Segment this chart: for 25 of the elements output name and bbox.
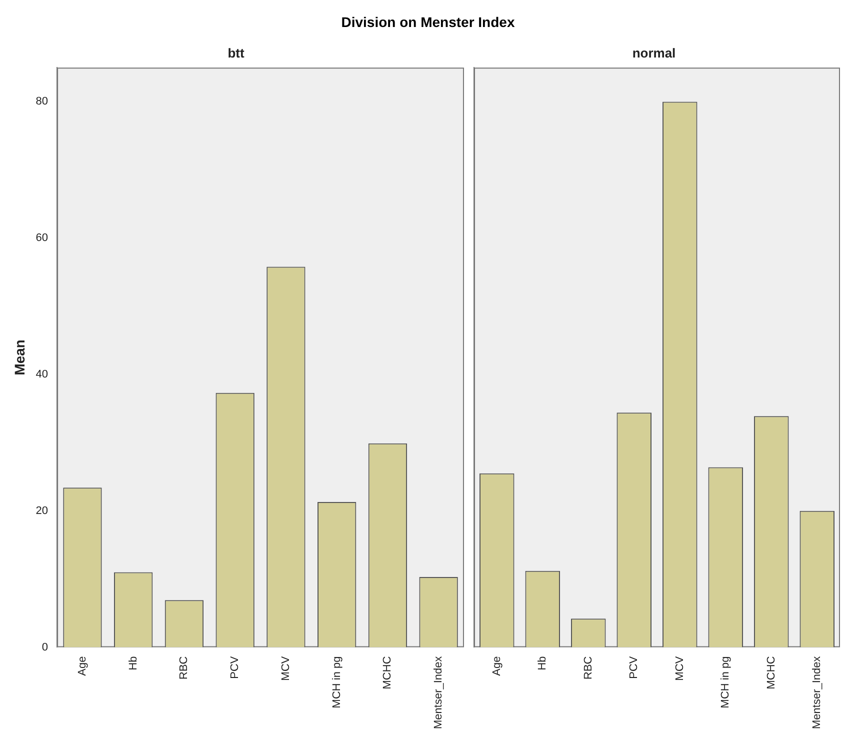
x-tick-label: Age <box>490 656 503 676</box>
x-tick-label: MCHC <box>765 656 778 690</box>
x-tick-label: MCHC <box>382 656 394 690</box>
x-tick-label: MCV <box>280 656 292 681</box>
x-tick-label: PCV <box>229 656 242 679</box>
x-tick-label: Mentser_Index <box>811 656 824 730</box>
x-tick-label: Hb <box>536 656 549 670</box>
y-tick-label: 40 <box>36 368 48 380</box>
y-tick-label: 60 <box>36 232 48 244</box>
x-tick-label: RBC <box>582 656 594 680</box>
x-tick-label: RBC <box>178 656 190 680</box>
chart-subtitle: btt <box>228 45 245 60</box>
x-tick-label: MCH in pg <box>330 656 343 708</box>
y-tick-label: 80 <box>36 96 48 108</box>
y-tick-label: 20 <box>36 504 48 517</box>
x-tick-label: Hb <box>127 656 140 670</box>
y-tick-label: 0 <box>42 641 48 654</box>
y-axis-title: Mean <box>11 340 28 376</box>
x-tick-label: Mentser_Index <box>432 656 445 730</box>
chart-title: Division on Menster Index <box>340 14 516 30</box>
x-tick-label: Age <box>76 656 88 676</box>
x-tick-label: MCH in pg <box>720 656 732 708</box>
x-tick-label: PCV <box>628 656 640 679</box>
chart-subtitle: normal <box>632 45 676 60</box>
x-tick-label: MCV <box>674 656 686 681</box>
